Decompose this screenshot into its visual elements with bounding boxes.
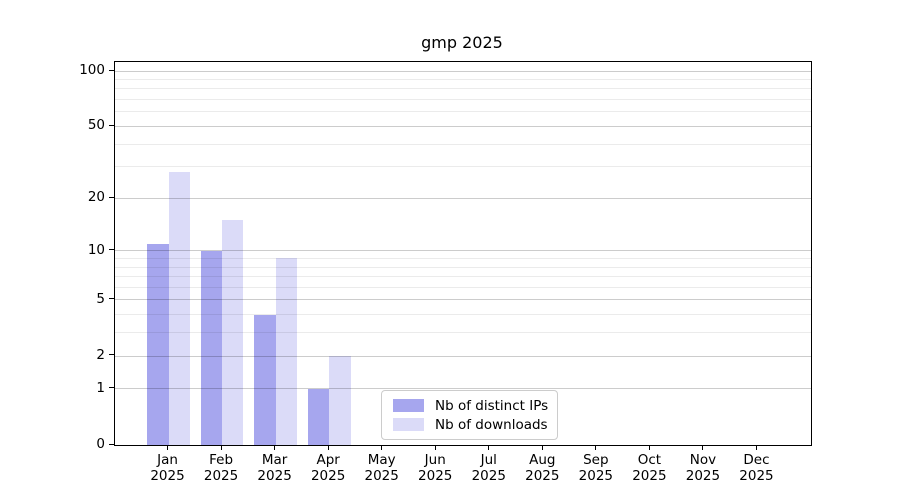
y-tick-label: 5 [96, 290, 105, 307]
x-tick-mark [595, 445, 597, 450]
x-tick-label-aug: Aug 2025 [525, 452, 560, 484]
legend-swatch-distinct-ips [393, 399, 424, 412]
bar-distinct-ips-jan [147, 243, 169, 445]
y-tick-label: 10 [87, 241, 105, 258]
x-tick-label-jul: Jul 2025 [471, 452, 506, 484]
legend: Nb of distinct IPs Nb of downloads [381, 390, 559, 440]
x-tick-label-nov: Nov 2025 [685, 452, 721, 484]
x-tick-label-jun: Jun 2025 [418, 452, 453, 484]
y-tick-mark [109, 196, 114, 198]
x-tick-mark [702, 445, 704, 450]
y-tick-mark [109, 249, 114, 251]
x-tick-label-may: May 2025 [364, 452, 399, 484]
x-tick-mark [381, 445, 383, 450]
x-tick-mark [167, 445, 169, 450]
x-tick-mark [648, 445, 650, 450]
bar-distinct-ips-apr [307, 388, 330, 445]
y-tick-mark [109, 124, 114, 126]
y-tick-label: 100 [79, 62, 105, 79]
legend-swatch-downloads [393, 418, 424, 431]
x-tick-mark [434, 445, 436, 450]
y-tick-mark [109, 298, 114, 300]
y-tick-label: 50 [87, 117, 105, 134]
bar-downloads-feb [222, 220, 244, 445]
bar-downloads-mar [275, 258, 298, 445]
x-tick-mark [327, 445, 329, 450]
x-tick-mark [274, 445, 276, 450]
chart-title: gmp 2025 [421, 33, 503, 52]
plot-area: Nb of distinct IPs Nb of downloads [114, 61, 812, 446]
x-tick-mark [755, 445, 757, 450]
bar-downloads-jan [168, 172, 190, 445]
x-tick-label-mar: Mar 2025 [257, 452, 292, 484]
x-tick-label-feb: Feb 2025 [203, 452, 239, 484]
legend-item-downloads: Nb of downloads [393, 415, 548, 434]
y-tick-mark [109, 443, 114, 445]
legend-label-downloads: Nb of downloads [435, 416, 548, 433]
y-tick-label: 20 [87, 189, 105, 206]
x-tick-mark [488, 445, 490, 450]
y-tick-label: 0 [96, 436, 105, 452]
bars-layer [115, 62, 811, 445]
x-tick-mark [220, 445, 222, 450]
x-tick-label-apr: Apr 2025 [310, 452, 346, 484]
x-tick-mark [541, 445, 543, 450]
x-tick-label-jan: Jan 2025 [150, 452, 185, 484]
x-tick-label-sep: Sep 2025 [578, 452, 614, 484]
bar-distinct-ips-feb [200, 250, 223, 445]
y-tick-mark [109, 69, 114, 71]
y-tick-mark [109, 387, 114, 389]
bar-distinct-ips-mar [254, 314, 276, 445]
x-tick-label-oct: Oct 2025 [632, 452, 667, 484]
x-tick-label-dec: Dec 2025 [739, 452, 774, 484]
legend-item-distinct-ips: Nb of distinct IPs [393, 396, 548, 415]
y-tick-mark [109, 354, 114, 356]
y-tick-label: 1 [96, 379, 105, 396]
bar-downloads-apr [329, 356, 351, 445]
legend-label-distinct-ips: Nb of distinct IPs [435, 397, 549, 414]
y-tick-label: 2 [96, 346, 105, 363]
